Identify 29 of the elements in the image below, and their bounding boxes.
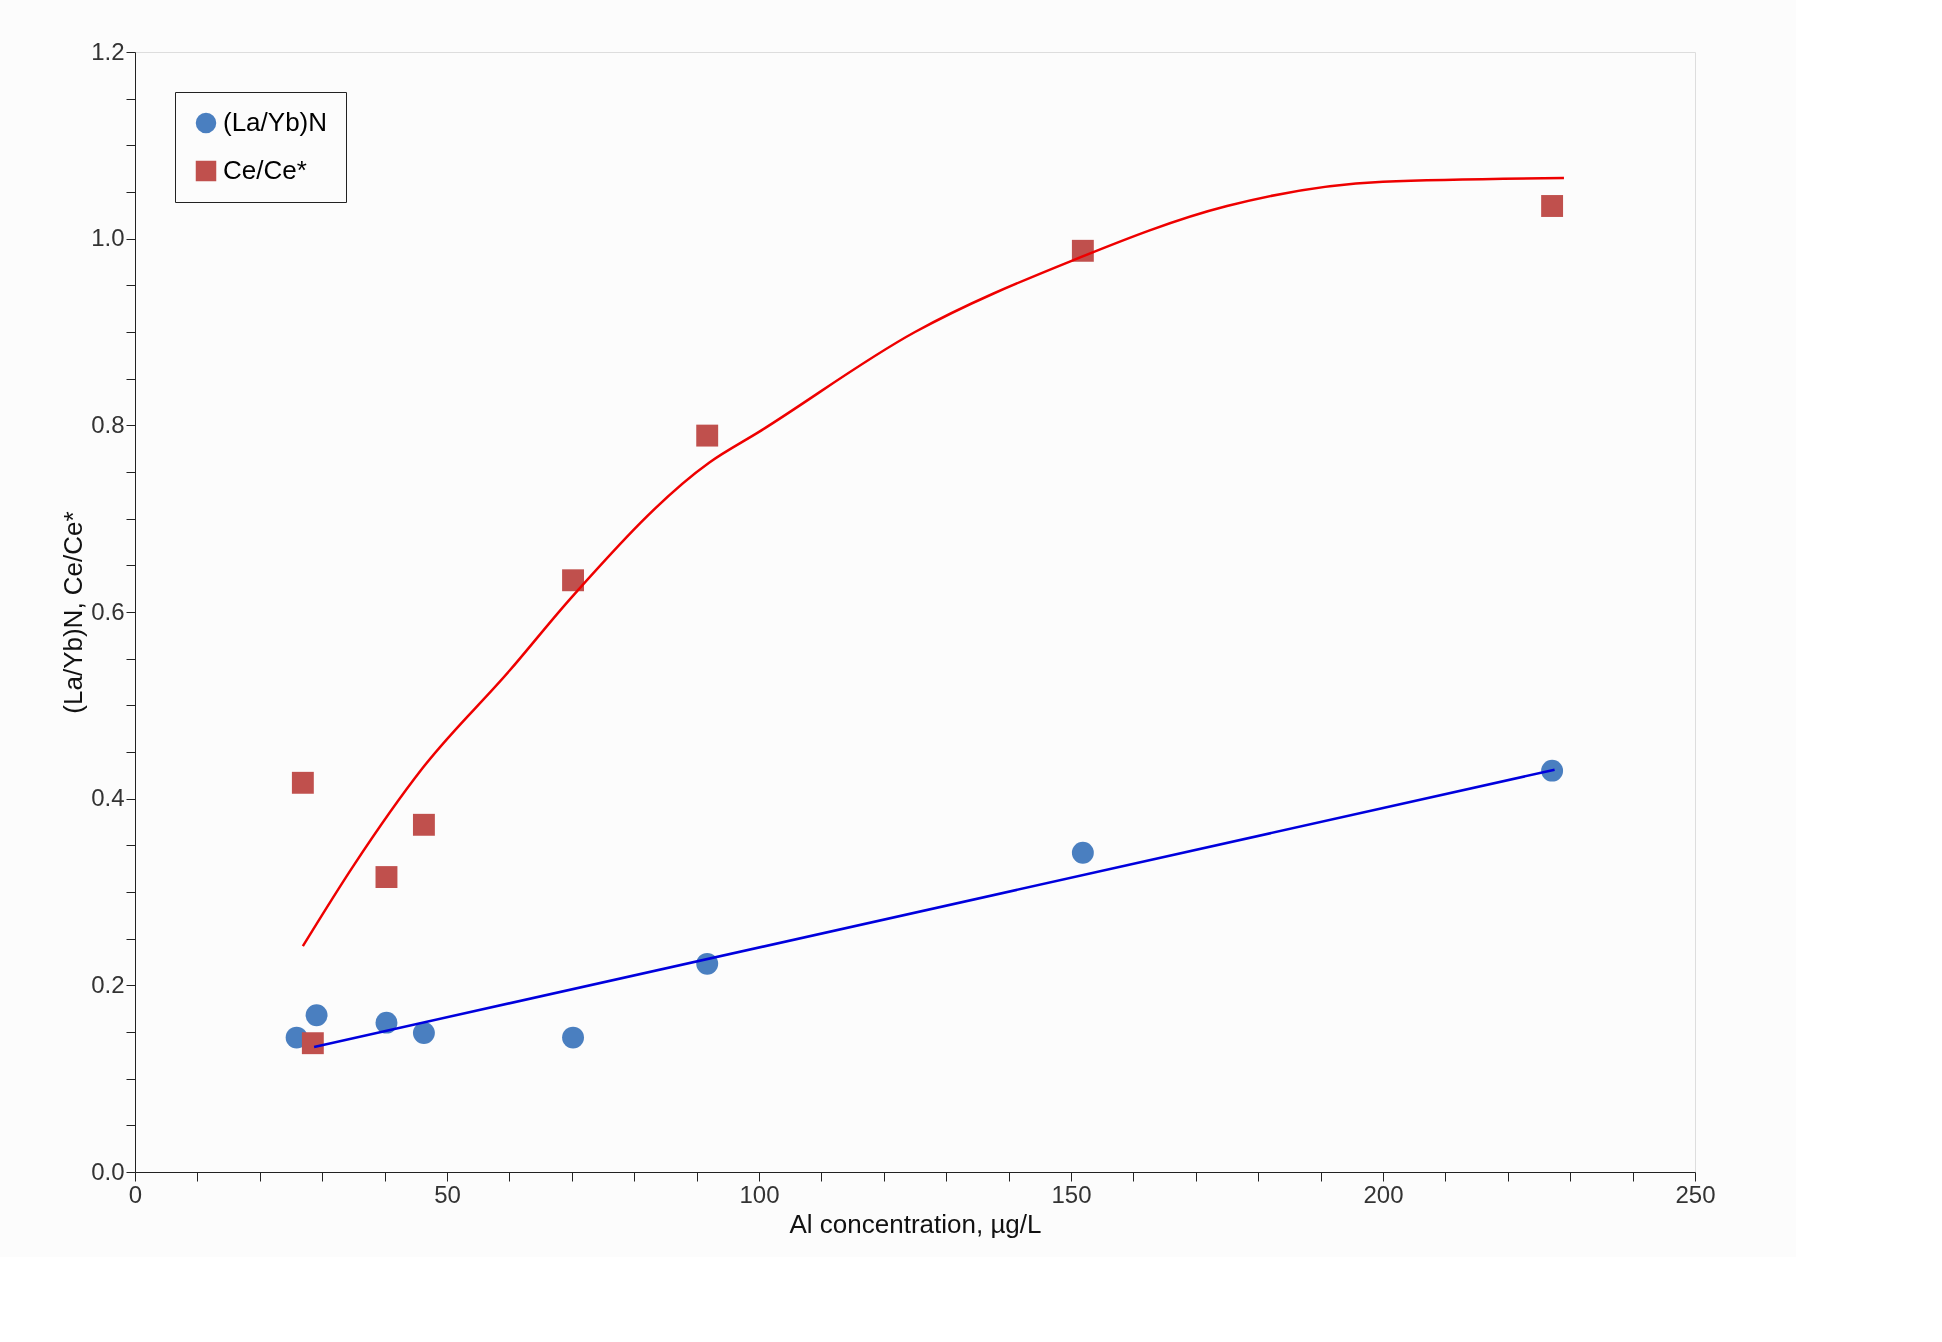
x-tick-label: 50	[434, 1180, 461, 1208]
point	[1071, 841, 1094, 864]
y-tick-label: 0.4	[91, 784, 125, 812]
x-tick-label: 200	[1363, 1180, 1404, 1208]
point	[301, 1032, 324, 1055]
point	[375, 866, 398, 889]
point	[305, 1004, 328, 1027]
x-tick-label: 0	[128, 1180, 143, 1208]
y-tick-label: 0.8	[91, 410, 125, 438]
x-tick-label: 100	[739, 1180, 780, 1208]
point	[1541, 195, 1564, 217]
y-tick-label: 0.6	[91, 597, 125, 625]
legend-label: Ce/Ce*	[223, 155, 307, 185]
point	[412, 1022, 435, 1044]
y-tick-label: 0.0	[91, 1157, 125, 1185]
point	[562, 569, 584, 592]
point	[696, 424, 719, 447]
point	[1541, 759, 1564, 782]
y-tick-label: 0.2	[91, 970, 125, 998]
y-tick-label: 1.0	[91, 224, 125, 252]
y-tick-label: 1.2	[91, 37, 125, 65]
x-tick-label: 250	[1675, 1180, 1716, 1208]
x-axis-title: Al concentration, µg/L	[789, 1208, 1042, 1239]
y-axis-title: (La/Yb)N, Ce/Ce*	[58, 511, 89, 714]
point	[291, 771, 314, 794]
x-tick-label: 150	[1051, 1180, 1092, 1208]
point	[562, 1026, 584, 1049]
point	[412, 813, 435, 836]
legend-label: (La/Yb)N	[223, 107, 328, 137]
